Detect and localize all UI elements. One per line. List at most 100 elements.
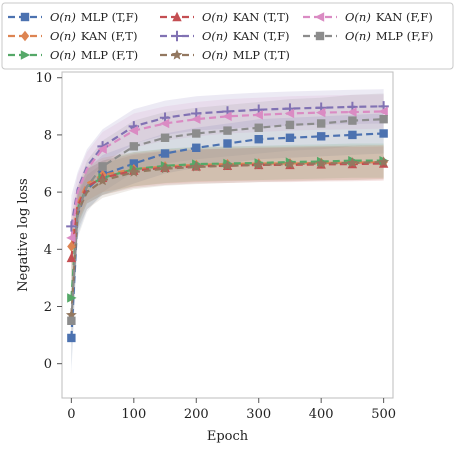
y-tick-label-3: 6 [44, 186, 52, 201]
point-series-5-3 [97, 174, 109, 186]
legend-marker-7 [315, 31, 325, 41]
point-series-0-12 [379, 129, 388, 138]
point-series-7-12 [379, 114, 388, 124]
legend-item-0: O(n) MLP (T,F) [8, 10, 138, 24]
point-series-4-0 [66, 221, 77, 232]
legend-label-rest-2: MLP (F,T) [81, 48, 138, 62]
point-series-5-4 [128, 166, 140, 177]
point-series-3-0 [66, 252, 77, 263]
point-series-6-5 [159, 118, 170, 129]
legend-item-5: O(n) MLP (T,T) [160, 48, 290, 62]
point-series-0-4 [129, 159, 139, 168]
legend-item-7: O(n) MLP (F,F) [303, 29, 433, 43]
point-series-1-0 [67, 241, 76, 252]
point-series-6-9 [284, 108, 295, 119]
legend-label-rest-0: MLP (T,F) [81, 10, 138, 24]
point-series-0-5 [160, 149, 170, 158]
point-series-7-8 [254, 123, 263, 132]
point-series-7-4 [129, 142, 139, 151]
point-series-7-3 [98, 162, 107, 171]
y-axis-label: Negative log loss [16, 178, 31, 291]
band-series-0 [71, 113, 384, 374]
legend-label-math-7: O(n) [345, 29, 371, 43]
legend-marker-0 [20, 12, 30, 22]
point-series-5-12 [378, 156, 390, 167]
legend-label-3: O(n) KAN (T,T) [202, 10, 289, 24]
x-tick-label-5: 500 [371, 407, 396, 422]
band-series-4 [71, 89, 384, 258]
legend-label-math-0: O(n) [50, 10, 76, 24]
band-series-6 [71, 94, 384, 269]
x-axis-label: Epoch [207, 429, 249, 444]
point-series-7-7 [223, 126, 232, 135]
point-series-6-11 [347, 107, 357, 117]
x-tick-label-1: 100 [121, 407, 146, 422]
legend-label-rest-3: KAN (T,T) [233, 10, 289, 24]
y-tick-label-2: 4 [44, 243, 52, 258]
point-series-6-10 [315, 107, 326, 118]
x-tick-label-3: 300 [246, 407, 271, 422]
legend-item-3: O(n) KAN (T,T) [160, 10, 289, 24]
legend-item-6: O(n) KAN (F,F) [303, 10, 433, 24]
y-tick-label-1: 2 [44, 300, 52, 315]
point-series-7-10 [316, 119, 326, 128]
point-series-5-9 [284, 158, 296, 169]
legend-marker-5 [171, 49, 183, 60]
legend-label-4: O(n) KAN (T,F) [202, 29, 290, 43]
legend-item-4: O(n) KAN (T,F) [160, 29, 290, 43]
legend-label-rest-5: MLP (T,T) [233, 48, 290, 62]
point-series-0-7 [223, 139, 232, 148]
legend-marker-3 [172, 11, 182, 22]
point-series-6-6 [191, 114, 201, 124]
y-tick-label-5: 10 [35, 71, 52, 86]
x-tick-label-2: 200 [184, 407, 209, 422]
point-series-5-6 [190, 161, 202, 172]
point-series-5-5 [159, 162, 171, 174]
point-series-7-11 [348, 116, 357, 125]
legend-label-rest-7: MLP (F,F) [376, 29, 434, 43]
series-markers [65, 101, 390, 343]
legend-label-math-6: O(n) [345, 10, 371, 24]
legend-label-math-3: O(n) [202, 10, 228, 24]
legend-label-math-2: O(n) [50, 48, 76, 62]
legend-label-rest-1: KAN (F,T) [81, 29, 138, 43]
legend-label-math-4: O(n) [202, 29, 228, 43]
y-tick-label-4: 8 [44, 128, 52, 143]
axes: 0 100 200 300 400 500 0 2 4 6 8 10 [35, 71, 396, 422]
legend-label-1: O(n) KAN (F,T) [50, 29, 137, 43]
legend-label-rest-4: KAN (T,F) [233, 29, 290, 43]
point-series-0-6 [192, 143, 201, 152]
point-series-0-8 [254, 135, 263, 144]
legend-label-5: O(n) MLP (T,T) [202, 48, 290, 62]
legend-item-2: O(n) MLP (F,T) [8, 48, 138, 62]
point-series-6-7 [222, 111, 232, 122]
point-series-0-9 [285, 133, 295, 142]
x-tick-label-4: 400 [309, 407, 334, 422]
point-series-5-7 [222, 160, 233, 171]
point-series-5-8 [253, 159, 265, 170]
band-series-7 [71, 93, 384, 368]
legend-label-2: O(n) MLP (F,T) [50, 48, 138, 62]
legend-label-0: O(n) MLP (T,F) [50, 10, 138, 24]
point-series-0-11 [348, 130, 357, 140]
point-series-2-0 [67, 293, 77, 303]
point-series-7-9 [285, 120, 295, 130]
point-series-7-0 [67, 316, 76, 325]
legend: O(n) MLP (T,F)O(n) KAN (F,T)O(n) MLP (F,T)O… [1, 2, 454, 70]
point-series-7-5 [160, 133, 170, 142]
band-series-1 [71, 144, 384, 278]
point-series-6-3 [97, 144, 107, 154]
point-series-6-0 [66, 233, 76, 243]
y-tick-label-0: 0 [44, 357, 52, 372]
point-series-0-0 [67, 333, 76, 343]
legend-label-7: O(n) MLP (F,F) [345, 29, 433, 43]
point-series-5-11 [346, 157, 358, 168]
point-series-5-10 [315, 157, 327, 169]
legend-marker-4 [171, 30, 183, 42]
legend-item-1: O(n) KAN (F,T) [8, 29, 137, 43]
point-series-0-10 [316, 132, 326, 141]
legend-marker-6 [314, 12, 325, 22]
plot-frame [61, 71, 394, 399]
point-series-6-8 [253, 110, 263, 120]
